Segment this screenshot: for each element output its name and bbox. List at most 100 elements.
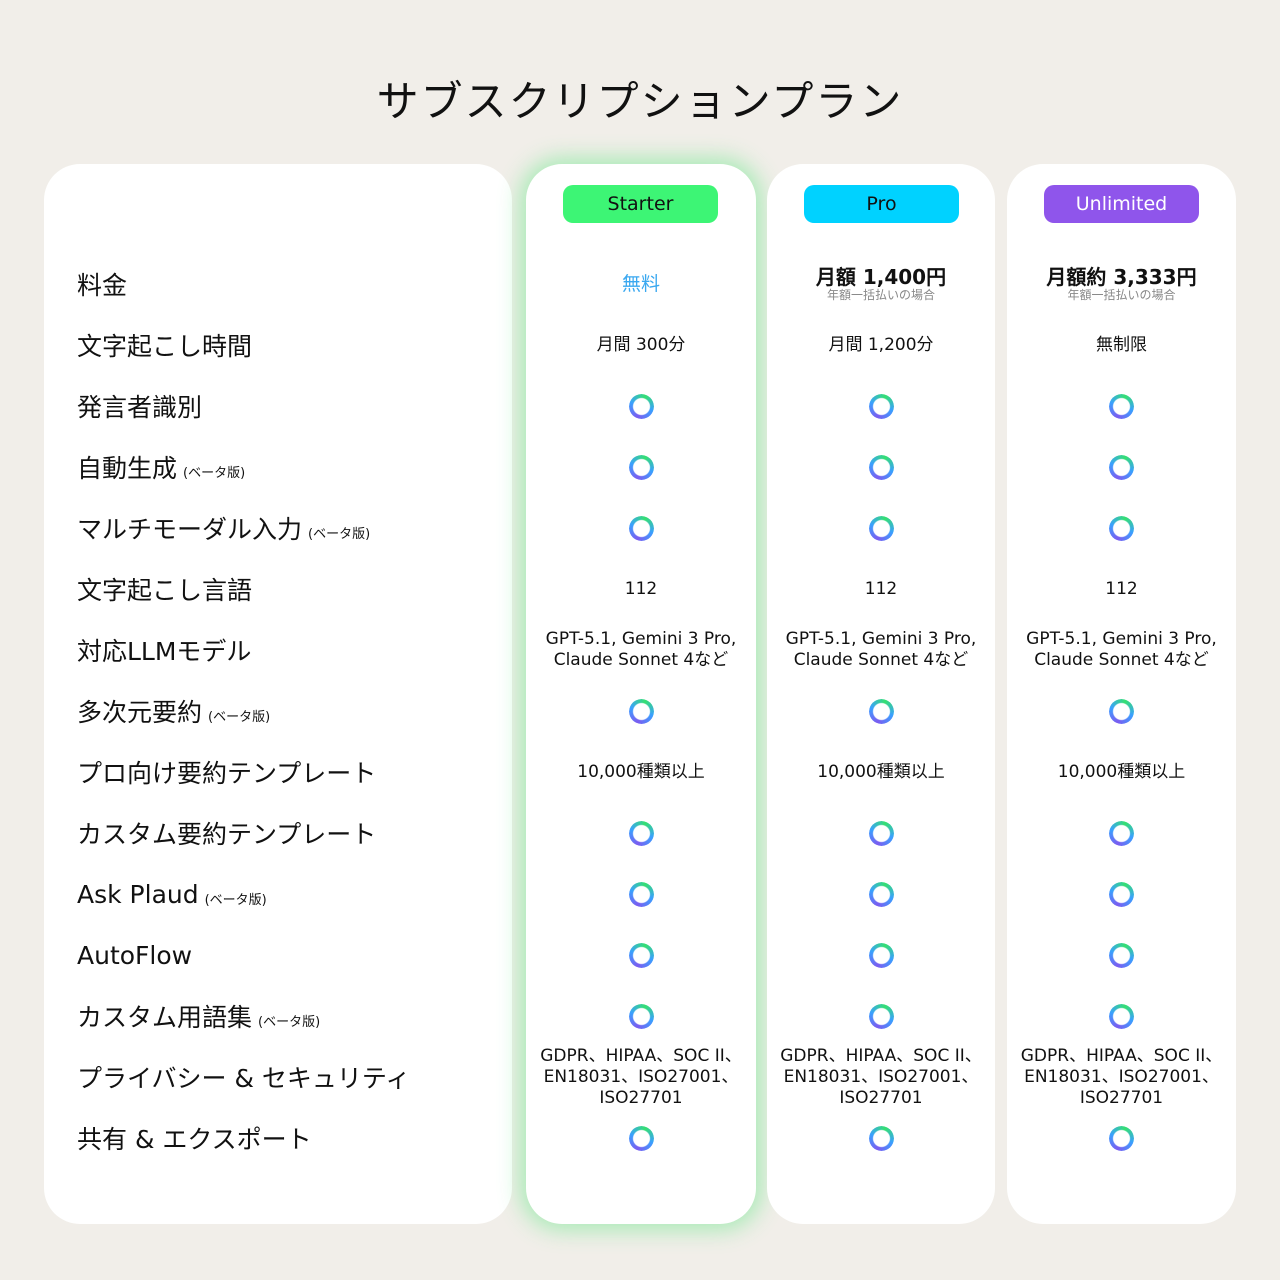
check-circle-icon (628, 698, 654, 724)
plan-cell: 112 (526, 559, 756, 619)
check-circle-icon (1109, 942, 1134, 968)
plan-cell: 112 (767, 559, 995, 619)
plan-cell: 10,000種類以上 (1007, 742, 1236, 802)
plan-cell: GPT-5.1, Gemini 3 Pro, Claude Sonnet 4など (767, 620, 995, 680)
cell-text: GPT-5.1, Gemini 3 Pro, Claude Sonnet 4など (545, 629, 737, 670)
plan-cell (526, 925, 756, 985)
check-circle-icon (628, 515, 654, 541)
plan-card-unlimited: Unlimited 月額約 3,333円 年額一括払いの場合 無制限 112 GPT-5.… (1007, 164, 1236, 1224)
check-circle-icon (628, 881, 654, 907)
feature-row: 対応LLMモデル (44, 620, 512, 680)
plan-card-pro: Pro 月額 1,400円 年額一括払いの場合月間 1,200分 112 GPT-5.1… (767, 164, 995, 1224)
cell-text: 月間 300分 (596, 334, 686, 355)
plan-cell: 月間 300分 (526, 315, 756, 375)
feature-row: 共有 & エクスポート (44, 1108, 512, 1168)
feature-row: 文字起こし言語 (44, 559, 512, 619)
plan-cell: 月間 1,200分 (767, 315, 995, 375)
beta-tag: (ベータ版) (204, 892, 267, 908)
feature-row: 料金 (44, 254, 512, 314)
beta-tag: (ベータ版) (258, 1014, 321, 1030)
feature-row: AutoFlow (44, 925, 512, 985)
plan-cell (767, 681, 995, 741)
check-circle-icon (868, 454, 894, 480)
price-note: 年額一括払いの場合 (1067, 287, 1176, 302)
feature-row: 発言者識別 (44, 376, 512, 436)
beta-tag: (ベータ版) (308, 526, 371, 542)
check-circle-icon (628, 393, 654, 419)
check-circle-icon (628, 1125, 654, 1151)
plan-cell: 112 (1007, 559, 1236, 619)
feature-label: カスタム要約テンプレート (77, 820, 377, 849)
feature-row: プライバシー & セキュリティ (44, 1047, 512, 1107)
plan-cell: 月額約 3,333円 年額一括払いの場合 (1007, 254, 1236, 314)
cell-text: GPT-5.1, Gemini 3 Pro, Claude Sonnet 4など (1026, 629, 1217, 670)
plan-cell (767, 986, 995, 1046)
price-note: 年額一括払いの場合 (826, 287, 935, 302)
beta-tag: (ベータ版) (208, 709, 271, 725)
plan-cell: 月額 1,400円 年額一括払いの場合 (767, 254, 995, 314)
plan-cell (526, 376, 756, 436)
feature-labels-card: 料金 文字起こし時間 発言者識別 自動生成 (ベータ版) マルチモーダル入力 (ベータ版) 文… (44, 164, 512, 1224)
feature-label: カスタム用語集 (77, 1003, 253, 1032)
plan-cell (526, 498, 756, 558)
plan-card-starter: Starter 無料 月間 300分 112 GPT-5.1, Gemini 3 Pro… (526, 164, 756, 1224)
cell-text: GDPR、HIPAA、SOC II、 EN18031、ISO27001、 ISO… (1020, 1045, 1223, 1108)
plan-badge: Pro (804, 185, 959, 223)
feature-row: 自動生成 (ベータ版) (44, 437, 512, 497)
feature-row: プロ向け要約テンプレート (44, 742, 512, 802)
feature-label: 発言者識別 (77, 393, 203, 422)
plan-cell (526, 681, 756, 741)
plan-cell: GDPR、HIPAA、SOC II、 EN18031、ISO27001、 ISO… (526, 1046, 756, 1108)
check-circle-icon (868, 820, 894, 846)
plan-cell (767, 925, 995, 985)
check-circle-icon (628, 454, 654, 480)
plan-cell (1007, 986, 1236, 1046)
plan-cell: 10,000種類以上 (526, 742, 756, 802)
plan-cell (767, 864, 995, 924)
feature-label: 文字起こし時間 (77, 332, 253, 361)
plan-cell (526, 437, 756, 497)
beta-tag: (ベータ版) (183, 465, 246, 481)
feature-label: 共有 & エクスポート (77, 1125, 312, 1154)
plan-cell (767, 437, 995, 497)
price-value: 月額 1,400円 (815, 264, 947, 289)
plan-cell (1007, 864, 1236, 924)
plan-cell (526, 864, 756, 924)
check-circle-icon (1109, 1003, 1134, 1029)
feature-row: 多次元要約 (ベータ版) (44, 681, 512, 741)
price-value: 月額約 3,333円 (1046, 264, 1197, 289)
plan-cell: GPT-5.1, Gemini 3 Pro, Claude Sonnet 4など (526, 620, 756, 680)
feature-row: カスタム要約テンプレート (44, 803, 512, 863)
feature-row: 文字起こし時間 (44, 315, 512, 375)
check-circle-icon (1109, 515, 1134, 541)
check-circle-icon (1109, 1125, 1134, 1151)
plan-badge: Starter (563, 185, 718, 223)
plan-cell (1007, 437, 1236, 497)
plan-cell (767, 1108, 995, 1168)
plan-cell (1007, 376, 1236, 436)
check-circle-icon (868, 515, 894, 541)
cell-text: 月間 1,200分 (828, 334, 934, 355)
plan-cell (767, 803, 995, 863)
feature-label: 文字起こし言語 (77, 576, 253, 605)
plan-cell (526, 1108, 756, 1168)
feature-label: AutoFlow (77, 940, 193, 970)
feature-label: Ask Plaud (77, 879, 199, 909)
plan-cell: GPT-5.1, Gemini 3 Pro, Claude Sonnet 4など (1007, 620, 1236, 680)
page-title: サブスクリプションプラン (376, 77, 904, 126)
cell-text: 10,000種類以上 (577, 761, 705, 782)
feature-label: 対応LLMモデル (77, 637, 252, 666)
feature-label: 料金 (77, 271, 128, 300)
feature-label: 自動生成 (77, 454, 178, 483)
plan-cell: 10,000種類以上 (767, 742, 995, 802)
plan-cell (1007, 925, 1236, 985)
check-circle-icon (628, 942, 654, 968)
plan-badge: Unlimited (1044, 185, 1199, 223)
check-circle-icon (868, 1003, 894, 1029)
plan-cell (767, 376, 995, 436)
check-circle-icon (868, 881, 894, 907)
cell-text: GDPR、HIPAA、SOC II、 EN18031、ISO27001、 ISO… (780, 1045, 982, 1108)
feature-row: マルチモーダル入力 (ベータ版) (44, 498, 512, 558)
check-circle-icon (628, 820, 654, 846)
cell-text: 112 (864, 578, 898, 599)
